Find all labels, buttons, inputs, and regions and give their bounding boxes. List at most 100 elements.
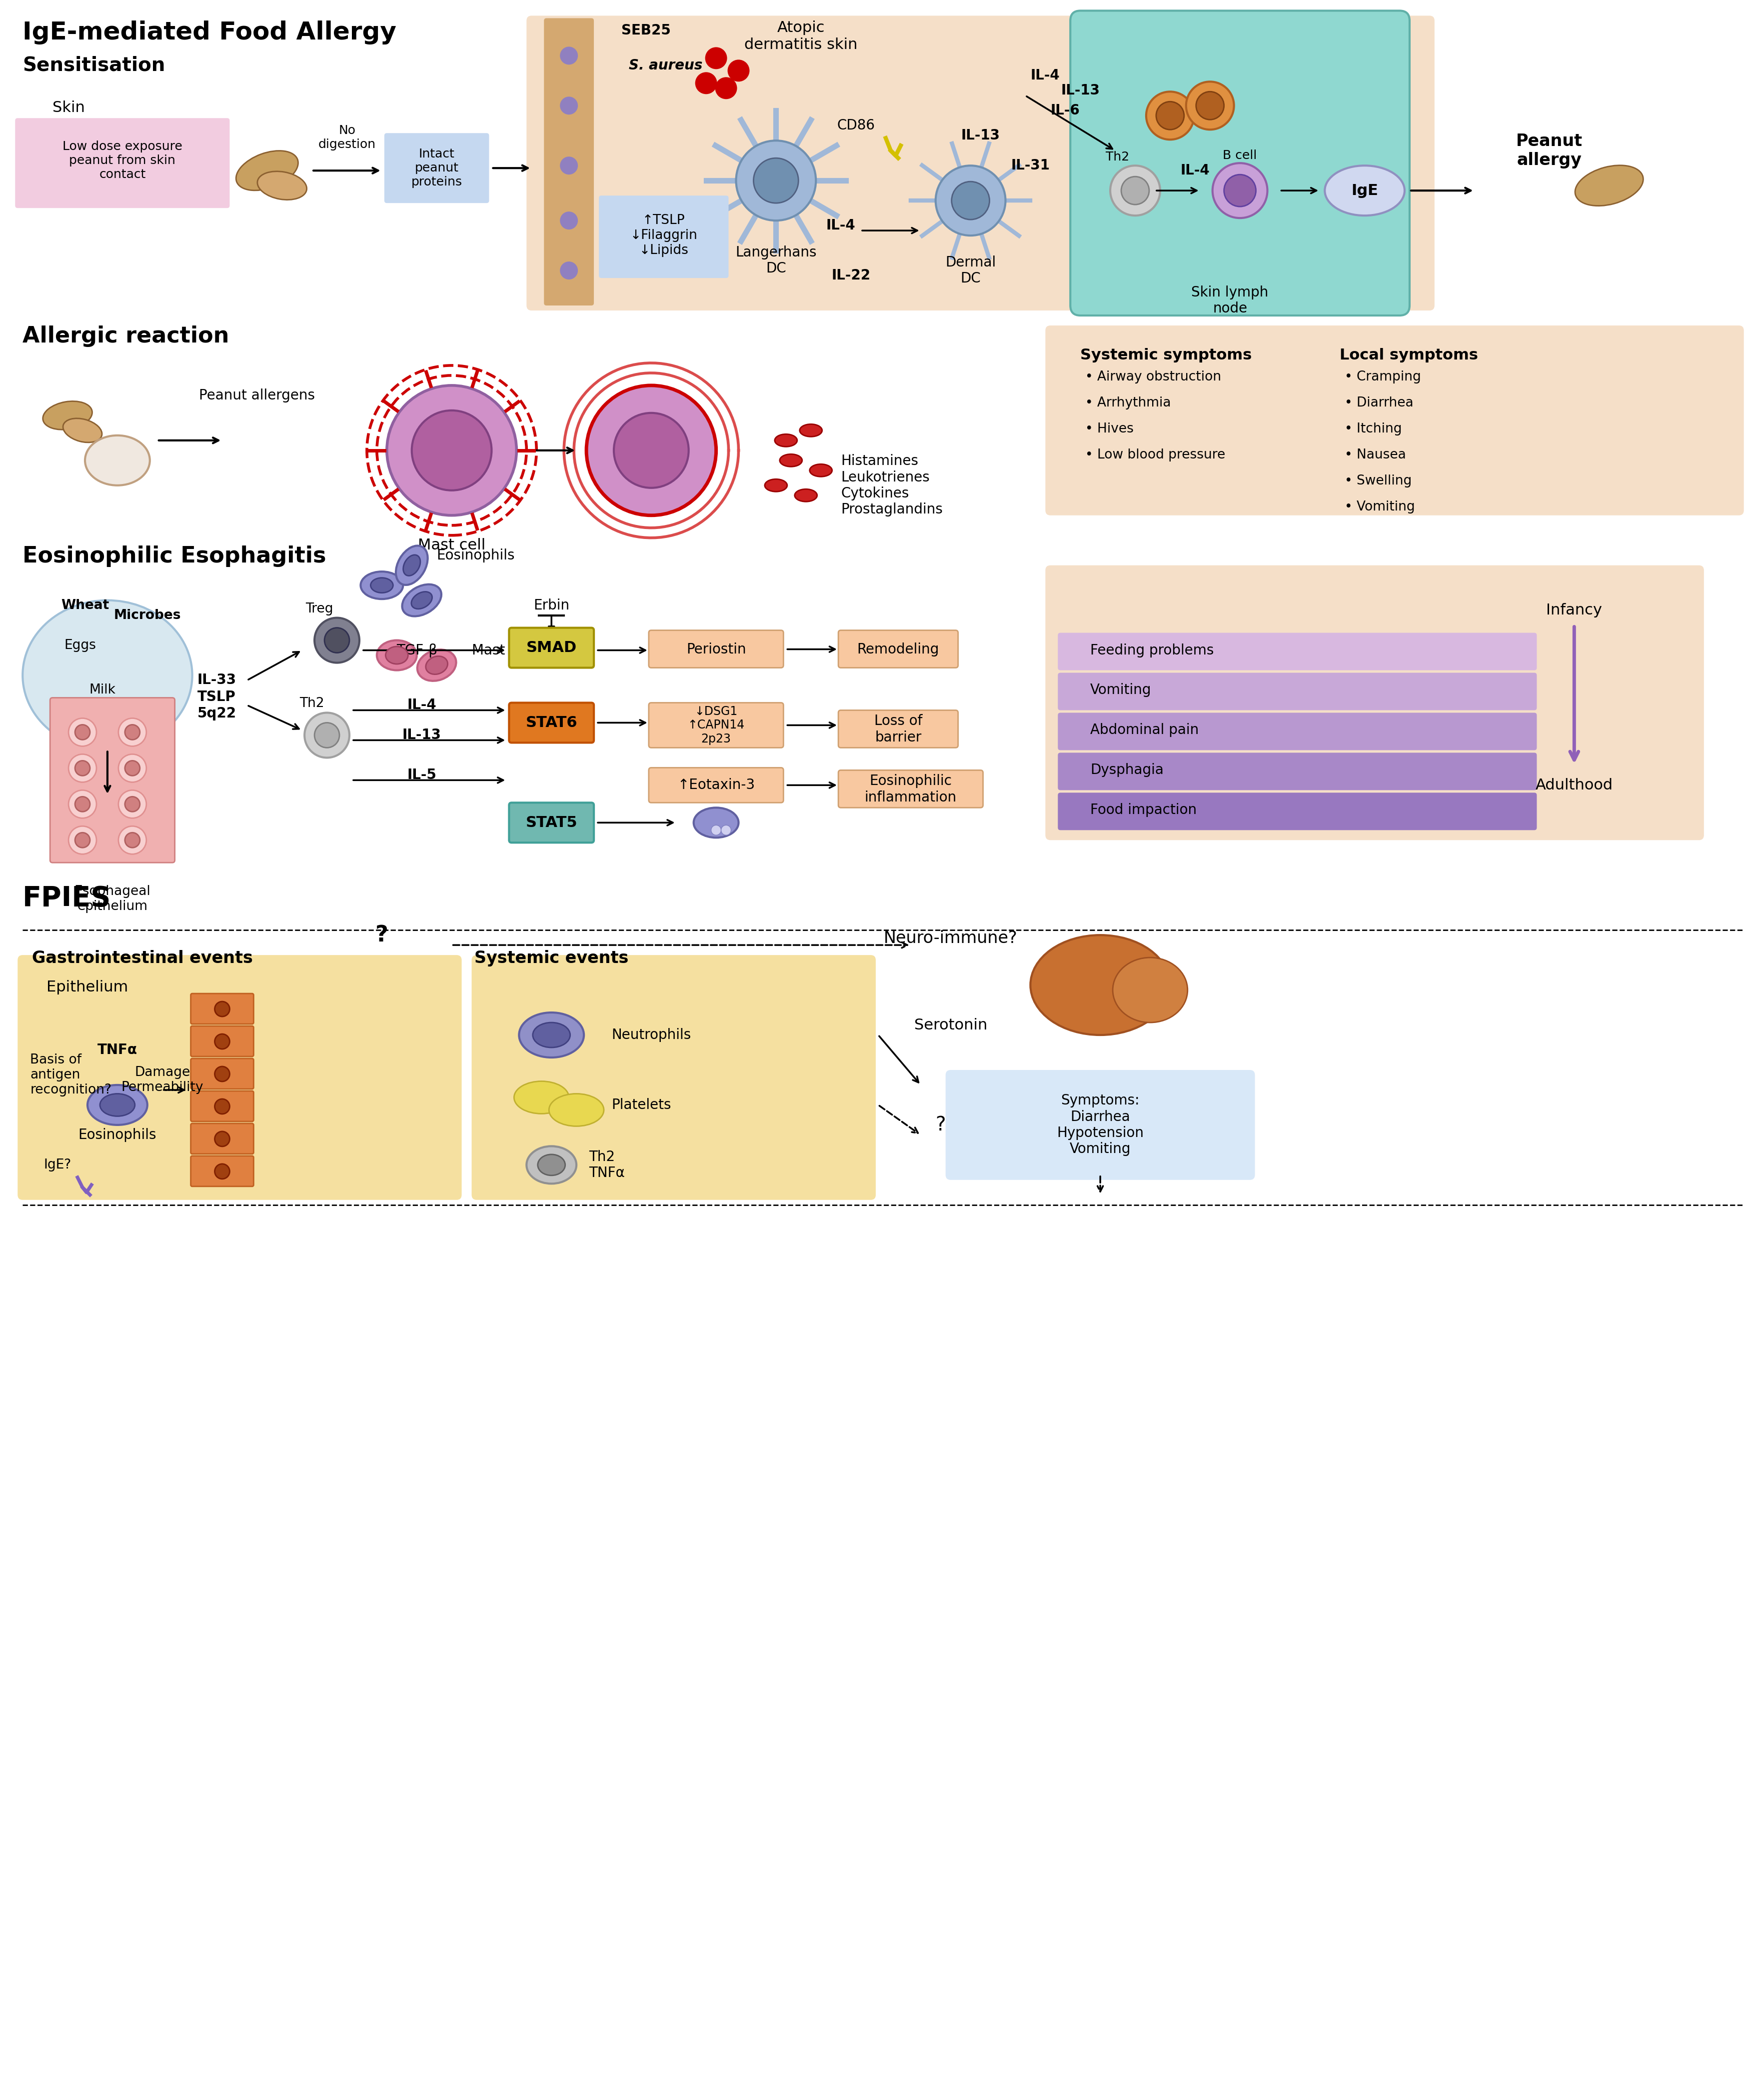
FancyBboxPatch shape xyxy=(1044,565,1704,840)
Ellipse shape xyxy=(519,1013,584,1057)
Text: • Airway obstruction: • Airway obstruction xyxy=(1085,371,1221,384)
Circle shape xyxy=(215,1068,229,1082)
Ellipse shape xyxy=(42,400,92,430)
Text: Histamines
Leukotrienes
Cytokines
Prostaglandins: Histamines Leukotrienes Cytokines Prosta… xyxy=(841,455,942,517)
Ellipse shape xyxy=(1113,957,1187,1022)
Circle shape xyxy=(1212,163,1267,219)
FancyBboxPatch shape xyxy=(1044,325,1743,515)
Circle shape xyxy=(559,46,579,65)
Text: CD86: CD86 xyxy=(836,119,875,133)
Ellipse shape xyxy=(794,490,817,502)
Text: Basis of
antigen
recognition?: Basis of antigen recognition? xyxy=(30,1053,111,1097)
Circle shape xyxy=(76,761,90,776)
Circle shape xyxy=(386,386,517,515)
Circle shape xyxy=(1224,175,1256,206)
Text: Gastrointestinal events: Gastrointestinal events xyxy=(32,951,252,967)
FancyBboxPatch shape xyxy=(543,19,594,306)
FancyBboxPatch shape xyxy=(1058,792,1536,830)
Circle shape xyxy=(1147,92,1194,140)
Ellipse shape xyxy=(810,465,833,477)
FancyBboxPatch shape xyxy=(1058,673,1536,711)
Text: B cell: B cell xyxy=(1222,150,1256,161)
Text: IL-5: IL-5 xyxy=(407,767,436,782)
FancyBboxPatch shape xyxy=(508,703,594,742)
Ellipse shape xyxy=(64,419,102,442)
Text: IgE: IgE xyxy=(1351,183,1378,198)
Text: Serotonin: Serotonin xyxy=(914,1017,986,1032)
Circle shape xyxy=(125,832,139,849)
Text: Loss of
barrier: Loss of barrier xyxy=(873,713,923,744)
Text: • Itching: • Itching xyxy=(1344,423,1402,436)
Circle shape xyxy=(118,717,146,746)
Circle shape xyxy=(721,826,730,836)
Text: ↑TSLP
↓Filaggrin
↓Lipids: ↑TSLP ↓Filaggrin ↓Lipids xyxy=(630,215,697,256)
Text: Feeding problems: Feeding problems xyxy=(1090,644,1214,657)
Circle shape xyxy=(215,1034,229,1049)
Ellipse shape xyxy=(513,1082,568,1113)
Circle shape xyxy=(706,48,727,69)
Circle shape xyxy=(411,411,492,490)
Text: • Nausea: • Nausea xyxy=(1344,448,1406,461)
Ellipse shape xyxy=(402,584,441,617)
FancyBboxPatch shape xyxy=(838,711,958,749)
Text: IgE-mediated Food Allergy: IgE-mediated Food Allergy xyxy=(23,21,397,44)
Ellipse shape xyxy=(377,640,416,669)
Text: STAT6: STAT6 xyxy=(526,715,577,730)
Circle shape xyxy=(215,1163,229,1178)
Circle shape xyxy=(314,723,339,749)
Ellipse shape xyxy=(425,657,448,673)
Text: Neutrophils: Neutrophils xyxy=(610,1028,691,1042)
Circle shape xyxy=(935,165,1005,236)
Text: Damage
Permeability: Damage Permeability xyxy=(122,1065,203,1095)
Circle shape xyxy=(736,140,815,221)
Circle shape xyxy=(559,211,579,229)
Text: • Vomiting: • Vomiting xyxy=(1344,500,1415,513)
Ellipse shape xyxy=(764,480,787,492)
Text: Langerhans
DC: Langerhans DC xyxy=(736,246,817,275)
Ellipse shape xyxy=(799,423,822,436)
Circle shape xyxy=(1185,81,1233,129)
Text: Microbes: Microbes xyxy=(113,609,182,621)
Text: • Hives: • Hives xyxy=(1085,423,1134,436)
Text: • Low blood pressure: • Low blood pressure xyxy=(1085,448,1224,461)
Circle shape xyxy=(69,755,97,782)
Text: Dermal
DC: Dermal DC xyxy=(946,256,995,286)
Ellipse shape xyxy=(101,1095,134,1115)
FancyBboxPatch shape xyxy=(191,1026,254,1057)
Circle shape xyxy=(325,628,349,653)
Text: STAT5: STAT5 xyxy=(526,815,577,830)
Circle shape xyxy=(76,796,90,811)
FancyBboxPatch shape xyxy=(838,630,958,667)
FancyBboxPatch shape xyxy=(1071,10,1409,315)
FancyBboxPatch shape xyxy=(191,995,254,1024)
Ellipse shape xyxy=(1030,934,1170,1034)
Circle shape xyxy=(125,726,139,740)
Text: Eosinophils: Eosinophils xyxy=(436,548,515,563)
Text: Peanut allergens: Peanut allergens xyxy=(199,388,316,402)
Circle shape xyxy=(753,158,797,202)
FancyBboxPatch shape xyxy=(598,196,729,277)
Text: Th2
TNFα: Th2 TNFα xyxy=(589,1149,624,1180)
FancyBboxPatch shape xyxy=(191,1090,254,1122)
Circle shape xyxy=(215,1132,229,1147)
Ellipse shape xyxy=(538,1155,564,1176)
Text: No
digestion: No digestion xyxy=(318,125,376,150)
Text: Eosinophils: Eosinophils xyxy=(78,1128,157,1143)
Text: FPIES: FPIES xyxy=(23,886,111,911)
FancyBboxPatch shape xyxy=(16,119,229,208)
Text: ?: ? xyxy=(376,924,388,947)
Text: Dysphagia: Dysphagia xyxy=(1090,763,1164,778)
Ellipse shape xyxy=(1575,165,1642,206)
Text: • Arrhythmia: • Arrhythmia xyxy=(1085,396,1171,409)
Circle shape xyxy=(118,755,146,782)
Ellipse shape xyxy=(360,571,402,598)
Text: Th2: Th2 xyxy=(1106,150,1129,163)
Circle shape xyxy=(695,73,716,94)
Text: ↑Eotaxin-3: ↑Eotaxin-3 xyxy=(677,778,755,792)
Text: Mast cells: Mast cells xyxy=(471,644,540,657)
Circle shape xyxy=(215,1001,229,1017)
Text: Th2: Th2 xyxy=(300,696,325,711)
Text: IL-33: IL-33 xyxy=(198,673,236,688)
Text: Symptoms:
Diarrhea
Hypotension
Vomiting: Symptoms: Diarrhea Hypotension Vomiting xyxy=(1057,1095,1143,1157)
Circle shape xyxy=(614,413,688,488)
